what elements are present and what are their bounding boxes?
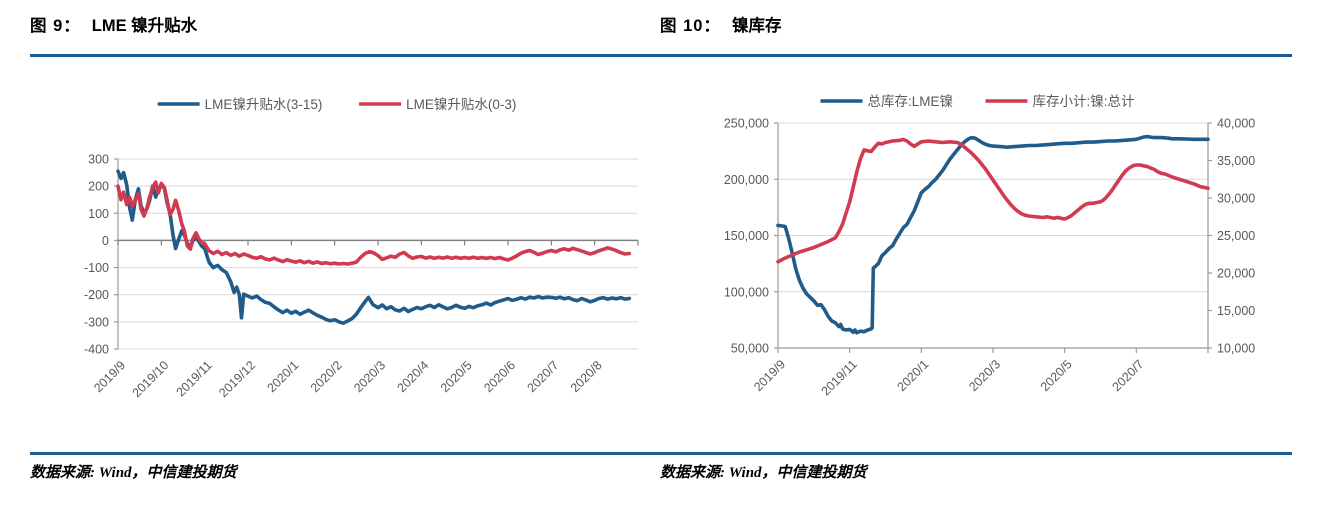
x-axis-tick-label: 2019/12 [216, 358, 258, 400]
legend-label: LME镍升贴水(3-15) [205, 97, 323, 112]
y-axis-left-tick-label: -200 [84, 288, 109, 302]
legend-label: 总库存:LME镍 [868, 94, 954, 109]
y-axis-right-tick-label: 35,000 [1217, 154, 1255, 168]
figure9-label: 图 9： [30, 17, 81, 35]
top-divider [30, 54, 1292, 57]
x-axis-tick-label: 2020/7 [525, 358, 562, 395]
x-axis-tick-label: 2020/4 [395, 358, 432, 395]
figure10-name: 镍库存 [731, 17, 782, 35]
series-line-总库存:LME镍 [776, 134, 1210, 335]
y-axis-right-tick-label: 10,000 [1217, 342, 1255, 356]
y-axis-right-tick-label: 20,000 [1217, 267, 1255, 281]
y-axis-left-tick-label: -400 [84, 343, 109, 357]
x-axis-tick-label: 2020/1 [265, 358, 302, 395]
y-axis-left-tick-label: -300 [84, 315, 109, 329]
series-line-库存小计:镍:总计 [776, 137, 1210, 264]
y-axis-left-tick-label: -100 [84, 261, 109, 275]
legend-item: LME镍升贴水(3-15) [157, 97, 323, 112]
y-axis-left-tick-label: 200 [88, 180, 109, 194]
x-axis-tick-label: 2020/7 [1110, 357, 1147, 394]
legend-label: 库存小计:镍:总计 [1033, 94, 1135, 109]
x-axis-tick-label: 2019/11 [174, 358, 215, 399]
figure9-source: 数据来源: Wind，中信建投期货 [30, 465, 237, 481]
x-axis-tick-label: 2019/10 [130, 358, 172, 400]
y-axis-right-tick-label: 15,000 [1217, 304, 1255, 318]
legend-item: LME镍升贴水(0-3) [359, 97, 516, 112]
y-axis-left-tick-label: 150,000 [724, 229, 769, 243]
x-axis-tick-label: 2020/8 [568, 358, 605, 395]
bottom-divider [30, 452, 1292, 455]
legend-item: 库存小计:镍:总计 [985, 94, 1135, 109]
y-axis-left-tick-label: 100,000 [724, 285, 769, 299]
x-axis-tick-label: 2020/3 [351, 358, 388, 395]
figure10-label: 图 10： [660, 17, 721, 35]
y-axis-left-tick-label: 0 [102, 234, 109, 248]
y-axis-left-tick-label: 250,000 [724, 117, 769, 131]
x-axis-tick-label: 2020/3 [966, 357, 1003, 394]
y-axis-left-tick-label: 300 [88, 153, 109, 167]
y-axis-left-tick-label: 100 [88, 207, 109, 221]
nickel-inventory-chart: 250,000 200,000 150,000 100,000 50,000 40,000… [724, 94, 1255, 399]
x-axis-tick-label: 2019/11 [819, 357, 860, 398]
series-line-LME镍升贴水(0-3) [116, 180, 632, 266]
y-axis-left-tick-label: 50,000 [731, 342, 769, 356]
figure10-source: 数据来源: Wind，中信建投期货 [660, 465, 867, 481]
figure10-title: 图 10： 镍库存 [660, 12, 781, 36]
x-axis-tick-label: 2019/9 [751, 357, 788, 394]
legend-item: 总库存:LME镍 [820, 94, 954, 109]
series-line-LME镍升贴水(3-15) [116, 169, 632, 325]
y-axis-right-tick-label: 30,000 [1217, 192, 1255, 206]
y-axis-right-tick-label: 25,000 [1217, 229, 1255, 243]
legend-label: LME镍升贴水(0-3) [406, 97, 516, 112]
y-axis-left-tick-label: 200,000 [724, 173, 769, 187]
x-axis-tick-label: 2020/6 [481, 358, 518, 395]
figure9-name: LME 镍升贴水 [91, 17, 198, 35]
x-axis-tick-label: 2020/5 [438, 358, 475, 395]
x-axis-tick-label: 2020/2 [308, 358, 345, 395]
x-axis-tick-label: 2020/5 [1038, 357, 1075, 394]
figure9-title: 图 9： LME 镍升贴水 [30, 12, 197, 36]
x-axis-tick-label: 2020/1 [895, 357, 932, 394]
y-axis-right-tick-label: 40,000 [1217, 117, 1255, 131]
x-axis-tick-label: 2019/9 [91, 358, 128, 395]
